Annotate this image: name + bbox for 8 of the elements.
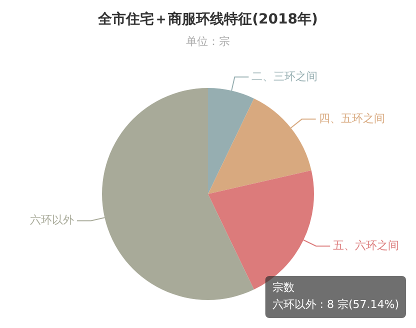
chart-subtitle: 单位：宗: [186, 34, 230, 48]
slice-label: 六环以外: [30, 214, 74, 227]
chart-title: 全市住宅＋商服环线特征(2018年): [97, 10, 318, 28]
text: 六环以外 : 8 宗(57.14%): [272, 298, 400, 311]
slice-label: 四、五环之间: [318, 112, 385, 126]
slice-label: 五、六环之间: [333, 238, 400, 252]
slice-label: 二、三环之间: [252, 70, 318, 83]
text: 宗数: [272, 280, 294, 294]
